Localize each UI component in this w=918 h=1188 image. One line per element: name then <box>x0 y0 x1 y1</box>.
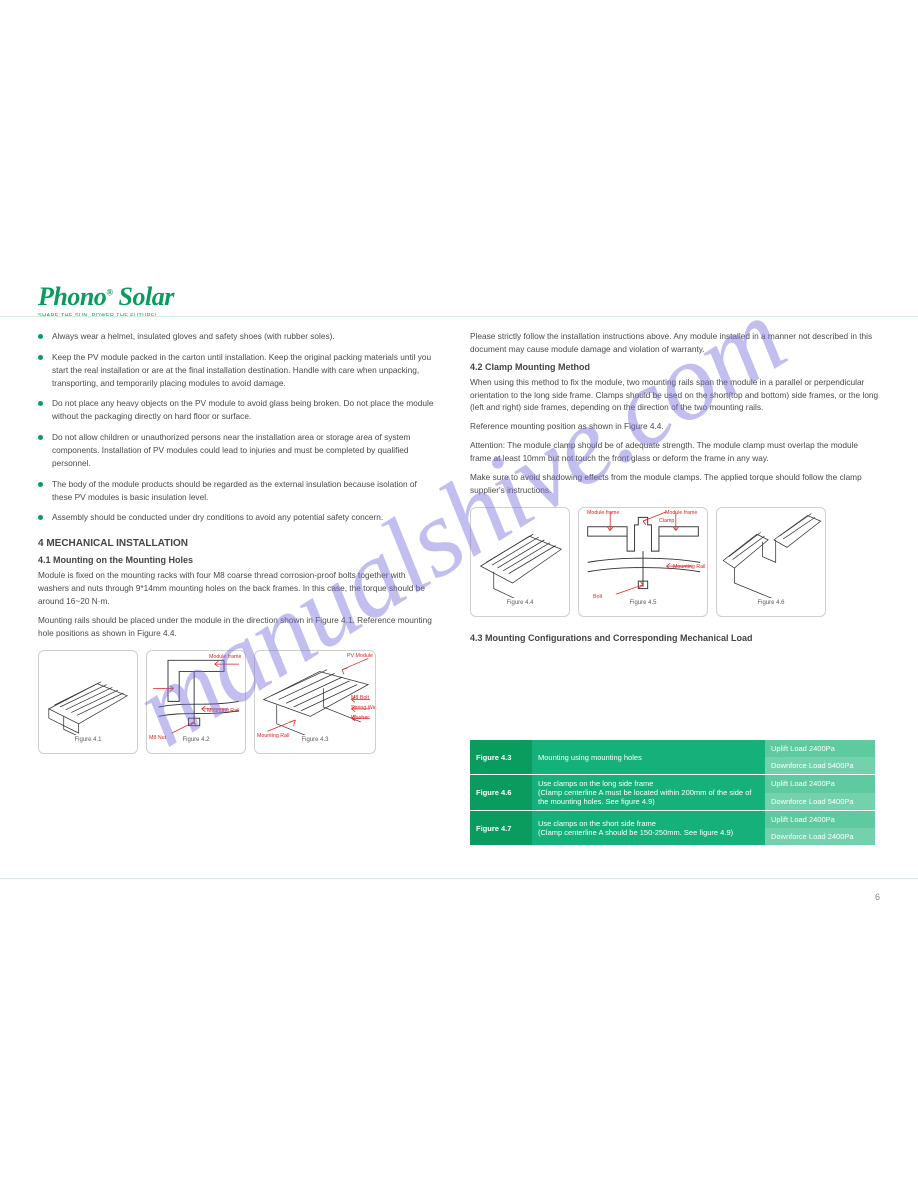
ann-rail: Mounting Rail <box>207 708 239 714</box>
ann-washer: Washer <box>351 715 369 721</box>
right-p1: Please strictly follow the installation … <box>470 330 880 356</box>
cell-load: Uplift Load 2400Pa <box>765 811 875 828</box>
cell-fig: Figure 4.7 <box>470 811 532 845</box>
ann-bolt: M8 Bolt <box>351 695 369 701</box>
load-table: Figure 4.3 Mounting using mounting holes… <box>470 740 875 845</box>
logo-word-1: Phono <box>38 282 106 311</box>
cell-fig: Figure 4.3 <box>470 740 532 774</box>
bullet-item: Keep the PV module packed in the carton … <box>38 351 438 390</box>
right-p2a: When using this method to fix the module… <box>470 376 880 415</box>
section-4-1-title: 4.1 Mounting on the Mounting Holes <box>38 555 438 565</box>
ann-frame-r2: Module frame <box>665 510 697 516</box>
table-row: Figure 4.6 Use clamps on the long side f… <box>470 775 875 793</box>
figure-4-1-label: Figure 4.1 <box>72 735 103 748</box>
logo-registered: ® <box>106 287 112 297</box>
cell-load: Downforce Load 2400Pa <box>765 828 875 845</box>
bullet-item: Do not allow children or unauthorized pe… <box>38 431 438 470</box>
section-4-1-p2: Mounting rails should be placed under th… <box>38 614 438 640</box>
figure-4-5: Module frame Module frame Clamp Bolt Mou… <box>578 507 708 617</box>
ann-swasher: Spring Washer <box>351 705 376 711</box>
bullet-item: Do not place any heavy objects on the PV… <box>38 397 438 423</box>
brand-logo: Phono® Solar SHARE THE SUN, POWER THE FU… <box>38 282 174 319</box>
left-column: Always wear a helmet, insulated gloves a… <box>38 330 438 754</box>
bullet-item: Assembly should be conducted under dry c… <box>38 511 438 524</box>
figure-4-4-label: Figure 4.4 <box>504 598 535 611</box>
ann-rail-r: Mounting Rail <box>673 564 705 570</box>
bullet-item: Always wear a helmet, insulated gloves a… <box>38 330 438 343</box>
cell-load: Uplift Load 2400Pa <box>765 775 875 793</box>
header-rule <box>0 316 918 317</box>
section-4-1-p1: Module is fixed on the mounting racks wi… <box>38 569 438 608</box>
figure-row-right: Figure 4.4 <box>470 507 880 617</box>
figure-4-2-label: Figure 4.2 <box>180 735 211 748</box>
figure-row-left: Figure 4.1 <box>38 650 438 754</box>
ann-bolt-r: Bolt <box>593 594 602 600</box>
ann-nut: M8 Nut <box>149 735 166 741</box>
ann-frame-r: Module frame <box>587 510 619 516</box>
ann-module: PV Module <box>347 653 373 659</box>
cell-desc: Mounting using mounting holes <box>532 740 765 774</box>
cell-load: Uplift Load 2400Pa <box>765 740 875 757</box>
figure-4-5-label: Figure 4.5 <box>627 598 658 611</box>
cell-load: Downforce Load 5400Pa <box>765 757 875 774</box>
safety-bullets: Always wear a helmet, insulated gloves a… <box>38 330 438 524</box>
figure-4-4: Figure 4.4 <box>470 507 570 617</box>
ann-frame: Module frame <box>209 654 241 660</box>
section-4-title: 4 MECHANICAL INSTALLATION <box>38 538 438 549</box>
cell-fig: Figure 4.6 <box>470 775 532 810</box>
cell-desc: Use clamps on the long side frame (Clamp… <box>532 775 765 810</box>
figure-4-2: Module frame M8 Nut Mounting Rail Figure… <box>146 650 246 754</box>
ann-rail2: Mounting Rail <box>257 733 289 739</box>
page-number: 6 <box>875 892 880 902</box>
cell-load: Downforce Load 5400Pa <box>765 793 875 811</box>
right-p2c: Attention: The module clamp should be of… <box>470 439 880 465</box>
table-row: Figure 4.7 Use clamps on the short side … <box>470 811 875 828</box>
section-4-2-title: 4.2 Clamp Mounting Method <box>470 362 880 372</box>
bullet-item: The body of the module products should b… <box>38 478 438 504</box>
figure-4-3: PV Module M8 Bolt Spring Washer Washer M… <box>254 650 376 754</box>
right-p2b: Reference mounting position as shown in … <box>470 420 880 433</box>
table-row: Figure 4.3 Mounting using mounting holes… <box>470 740 875 757</box>
cell-desc: Use clamps on the short side frame (Clam… <box>532 811 765 845</box>
figure-4-6: Figure 4.6 <box>716 507 826 617</box>
footer-rule <box>0 878 918 879</box>
figure-4-3-label: Figure 4.3 <box>299 735 330 748</box>
ann-clamp: Clamp <box>659 518 674 524</box>
logo-word-2: Solar <box>119 282 174 311</box>
figure-4-1: Figure 4.1 <box>38 650 138 754</box>
right-p2d: Make sure to avoid shadowing effects fro… <box>470 471 880 497</box>
figure-4-6-label: Figure 4.6 <box>755 598 786 611</box>
section-4-3-title: 4.3 Mounting Configurations and Correspo… <box>470 633 880 643</box>
right-column: Please strictly follow the installation … <box>470 330 880 647</box>
